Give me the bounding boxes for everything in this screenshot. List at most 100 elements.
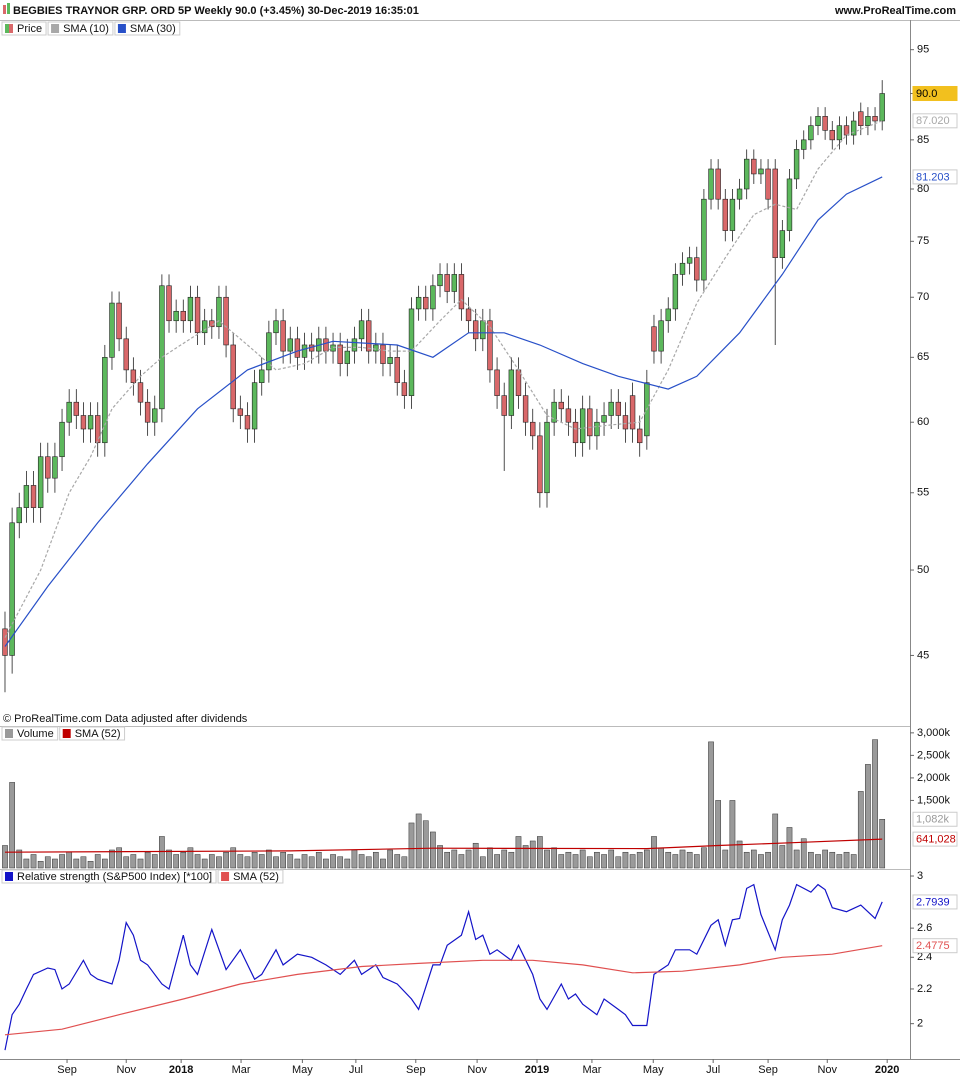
candle-body [608, 401, 614, 416]
data-note: © ProRealTime.com Data adjusted after di… [3, 713, 248, 725]
legend-icon [9, 24, 13, 33]
candle-body [9, 522, 15, 656]
legend-label: SMA (10) [63, 23, 109, 35]
volume-bar [337, 856, 344, 869]
candle-body [387, 357, 393, 364]
volume-bar [708, 741, 714, 869]
header-title: BEGBIES TRAYNOR GRP. ORD 5P Weekly 90.0 … [13, 5, 419, 17]
volume-bar [715, 800, 722, 869]
candle-body [358, 320, 365, 340]
candle-body [587, 408, 593, 437]
y-tick-label: 1,500k [917, 794, 951, 806]
candle-body [337, 344, 343, 364]
volume-bar [258, 854, 265, 869]
volume-bar [736, 840, 743, 869]
candle-body [344, 350, 351, 364]
candle-body [144, 401, 151, 423]
candle-body [116, 302, 122, 340]
x-tick-label: Sep [758, 1064, 778, 1076]
volume-bar [679, 849, 686, 869]
y-tick-label: 50 [917, 564, 929, 576]
candle-body [323, 338, 329, 352]
candle-body [380, 344, 386, 364]
volume-bar [223, 851, 229, 869]
volume-bar [808, 851, 814, 869]
volume-bar [608, 849, 615, 869]
last-value-box [912, 86, 958, 102]
volume-bar [273, 856, 279, 869]
volume-bar [437, 845, 443, 869]
candle-body [166, 285, 172, 322]
volume-bar [786, 827, 793, 869]
candle-body [244, 415, 251, 430]
candle-body [808, 125, 814, 141]
volume-bar [80, 856, 87, 869]
candle-body [686, 257, 693, 264]
candle-body [330, 344, 336, 352]
last-value-box [912, 894, 958, 910]
candle-body [394, 357, 400, 383]
candle-body [629, 395, 636, 430]
candle-body [287, 338, 293, 352]
candle-body [501, 395, 507, 416]
legend-frame [1, 726, 59, 741]
x-tick-label: Nov [467, 1064, 487, 1076]
volume-bar [458, 854, 465, 869]
candle-body [793, 149, 800, 180]
legend-icon [62, 729, 71, 738]
x-tick-label: Jul [706, 1064, 720, 1076]
volume-bar [287, 854, 294, 869]
candle-body [865, 116, 871, 126]
candle-body [458, 274, 465, 310]
candle-body [758, 168, 764, 175]
volume-bar [701, 847, 707, 869]
volume-bar [686, 851, 693, 869]
volume-bar [779, 845, 786, 869]
candle-body [601, 415, 607, 423]
candle-body [829, 130, 835, 141]
volume-bar [544, 849, 550, 869]
candle-body [622, 415, 629, 430]
line-series [4, 883, 883, 1051]
legend-label: SMA (52) [75, 728, 121, 740]
legend-frame [1, 869, 217, 884]
last-value-label: 2.4775 [916, 940, 950, 952]
volume-bar [173, 854, 180, 869]
candle-body [801, 139, 807, 150]
legend-icon [221, 872, 230, 881]
candle-body [23, 485, 30, 508]
legend-label: Relative strength (S&P500 Index) [*100] [17, 871, 212, 883]
volume-bar [743, 851, 750, 869]
candle-body [2, 628, 8, 656]
x-tick-label: Nov [116, 1064, 136, 1076]
y-tick-label: 65 [917, 351, 929, 363]
candle-body [515, 369, 522, 396]
candle-body [173, 310, 179, 322]
candle-body [658, 320, 664, 352]
y-tick-label: 2.6 [917, 922, 932, 934]
candle-body [558, 401, 564, 410]
candle-body [551, 401, 557, 423]
volume-bar [30, 854, 37, 869]
candle-body [651, 326, 657, 352]
candle-body [102, 357, 108, 444]
volume-bar [130, 854, 137, 869]
candle-body [494, 369, 500, 396]
volume-bar [729, 800, 736, 869]
last-value-label: 641,028 [916, 834, 956, 846]
candle-body [123, 338, 129, 371]
volume-bar [116, 847, 122, 869]
candle-body [843, 125, 850, 136]
volume-bar [401, 856, 408, 869]
legend-label: Price [17, 23, 42, 35]
legend-frame [47, 21, 114, 36]
x-tick-label: Mar [582, 1064, 601, 1076]
candle-body [52, 456, 58, 479]
legend-frame [217, 869, 284, 884]
volume-bar [665, 851, 672, 869]
candle-body [230, 344, 236, 410]
x-tick-label: 2019 [525, 1064, 549, 1076]
volume-bar [636, 851, 643, 869]
